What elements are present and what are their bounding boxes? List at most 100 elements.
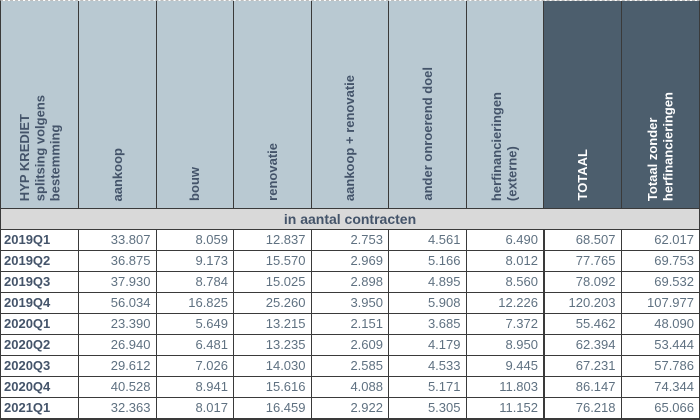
value-cell: 78.092 — [544, 272, 622, 293]
value-cell: 11.803 — [466, 377, 544, 398]
value-cell: 53.444 — [621, 335, 699, 356]
value-cell: 107.977 — [621, 293, 699, 314]
row-label: 2020Q3 — [1, 356, 79, 377]
value-cell: 13.235 — [234, 335, 312, 356]
value-cell: 57.786 — [621, 356, 699, 377]
value-cell: 12.226 — [466, 293, 544, 314]
value-cell: 7.026 — [156, 356, 234, 377]
value-cell: 11.152 — [466, 398, 544, 419]
value-cell: 16.825 — [156, 293, 234, 314]
value-cell: 2.898 — [311, 272, 389, 293]
unit-band: in aantal contracten — [1, 209, 699, 230]
row-label: 2020Q2 — [1, 335, 79, 356]
value-cell: 4.895 — [389, 272, 467, 293]
value-cell: 55.462 — [544, 314, 622, 335]
value-cell: 36.875 — [79, 251, 157, 272]
value-cell: 12.837 — [234, 230, 312, 251]
value-cell: 6.490 — [466, 230, 544, 251]
column-header-totaal-zonder: Totaal zonder herfinancieringen — [621, 1, 699, 209]
value-cell: 8.941 — [156, 377, 234, 398]
column-header-text: TOTAAL — [574, 149, 590, 201]
row-label: 2019Q4 — [1, 293, 79, 314]
value-cell: 29.612 — [79, 356, 157, 377]
value-cell: 5.166 — [389, 251, 467, 272]
value-cell: 5.171 — [389, 377, 467, 398]
value-cell: 4.561 — [389, 230, 467, 251]
value-cell: 62.394 — [544, 335, 622, 356]
row-label: 2019Q3 — [1, 272, 79, 293]
column-header-aankoop-renovatie: aankoop + renovatie — [311, 1, 389, 209]
value-cell: 2.609 — [311, 335, 389, 356]
value-cell: 6.481 — [156, 335, 234, 356]
value-cell: 3.685 — [389, 314, 467, 335]
value-cell: 7.372 — [466, 314, 544, 335]
unit-band-text: in aantal contracten — [283, 211, 417, 227]
value-cell: 33.807 — [79, 230, 157, 251]
value-cell: 8.950 — [466, 335, 544, 356]
value-cell: 32.363 — [79, 398, 157, 419]
value-cell: 5.649 — [156, 314, 234, 335]
column-header-text: aankoop + renovatie — [342, 74, 358, 201]
column-header-text: bouw — [187, 167, 203, 201]
column-header-aankoop: aankoop — [79, 1, 157, 209]
value-cell: 120.203 — [544, 293, 622, 314]
value-cell: 37.930 — [79, 272, 157, 293]
value-cell: 67.231 — [544, 356, 622, 377]
value-cell: 8.012 — [466, 251, 544, 272]
column-header-text: ander onroerend doel — [419, 67, 435, 201]
row-label: 2019Q2 — [1, 251, 79, 272]
column-header-renovatie: renovatie — [234, 1, 312, 209]
row-label: 2020Q1 — [1, 314, 79, 335]
value-cell: 15.025 — [234, 272, 312, 293]
value-cell: 14.030 — [234, 356, 312, 377]
value-cell: 69.753 — [621, 251, 699, 272]
column-header-text: renovatie — [264, 143, 280, 201]
value-cell: 16.459 — [234, 398, 312, 419]
value-cell: 5.305 — [389, 398, 467, 419]
value-cell: 15.570 — [234, 251, 312, 272]
value-cell: 4.088 — [311, 377, 389, 398]
value-cell: 26.940 — [79, 335, 157, 356]
column-header-text: Totaal zonder herfinancieringen — [644, 91, 676, 201]
row-label: 2021Q1 — [1, 398, 79, 419]
value-cell: 3.950 — [311, 293, 389, 314]
value-cell: 9.445 — [466, 356, 544, 377]
value-cell: 2.753 — [311, 230, 389, 251]
corner-header: HYP KREDIET splitsing volgens bestemming — [1, 1, 79, 209]
value-cell: 8.017 — [156, 398, 234, 419]
value-cell: 2.585 — [311, 356, 389, 377]
value-cell: 4.533 — [389, 356, 467, 377]
column-header-bouw: bouw — [156, 1, 234, 209]
value-cell: 68.507 — [544, 230, 622, 251]
value-cell: 23.390 — [79, 314, 157, 335]
value-cell: 5.908 — [389, 293, 467, 314]
value-cell: 4.179 — [389, 335, 467, 356]
value-cell: 76.218 — [544, 398, 622, 419]
column-header-text: aankoop — [109, 147, 125, 201]
value-cell: 65.066 — [621, 398, 699, 419]
value-cell: 2.151 — [311, 314, 389, 335]
column-header-text: herfinancieringen (externe) — [489, 91, 520, 201]
value-cell: 8.784 — [156, 272, 234, 293]
column-header-herfinancieringen: herfinancieringen (externe) — [466, 1, 544, 209]
value-cell: 2.969 — [311, 251, 389, 272]
value-cell: 8.560 — [466, 272, 544, 293]
column-header-ander-onroerend-doel: ander onroerend doel — [389, 1, 467, 209]
column-header-totaal: TOTAAL — [544, 1, 622, 209]
value-cell: 86.147 — [544, 377, 622, 398]
value-cell: 48.090 — [621, 314, 699, 335]
value-cell: 13.215 — [234, 314, 312, 335]
value-cell: 40.528 — [79, 377, 157, 398]
value-cell: 9.173 — [156, 251, 234, 272]
value-cell: 62.017 — [621, 230, 699, 251]
value-cell: 15.616 — [234, 377, 312, 398]
value-cell: 77.765 — [544, 251, 622, 272]
value-cell: 25.260 — [234, 293, 312, 314]
value-cell: 2.922 — [311, 398, 389, 419]
value-cell: 69.532 — [621, 272, 699, 293]
corner-header-text: HYP KREDIET splitsing volgens bestemming — [16, 94, 63, 201]
row-label: 2020Q4 — [1, 377, 79, 398]
value-cell: 56.034 — [79, 293, 157, 314]
